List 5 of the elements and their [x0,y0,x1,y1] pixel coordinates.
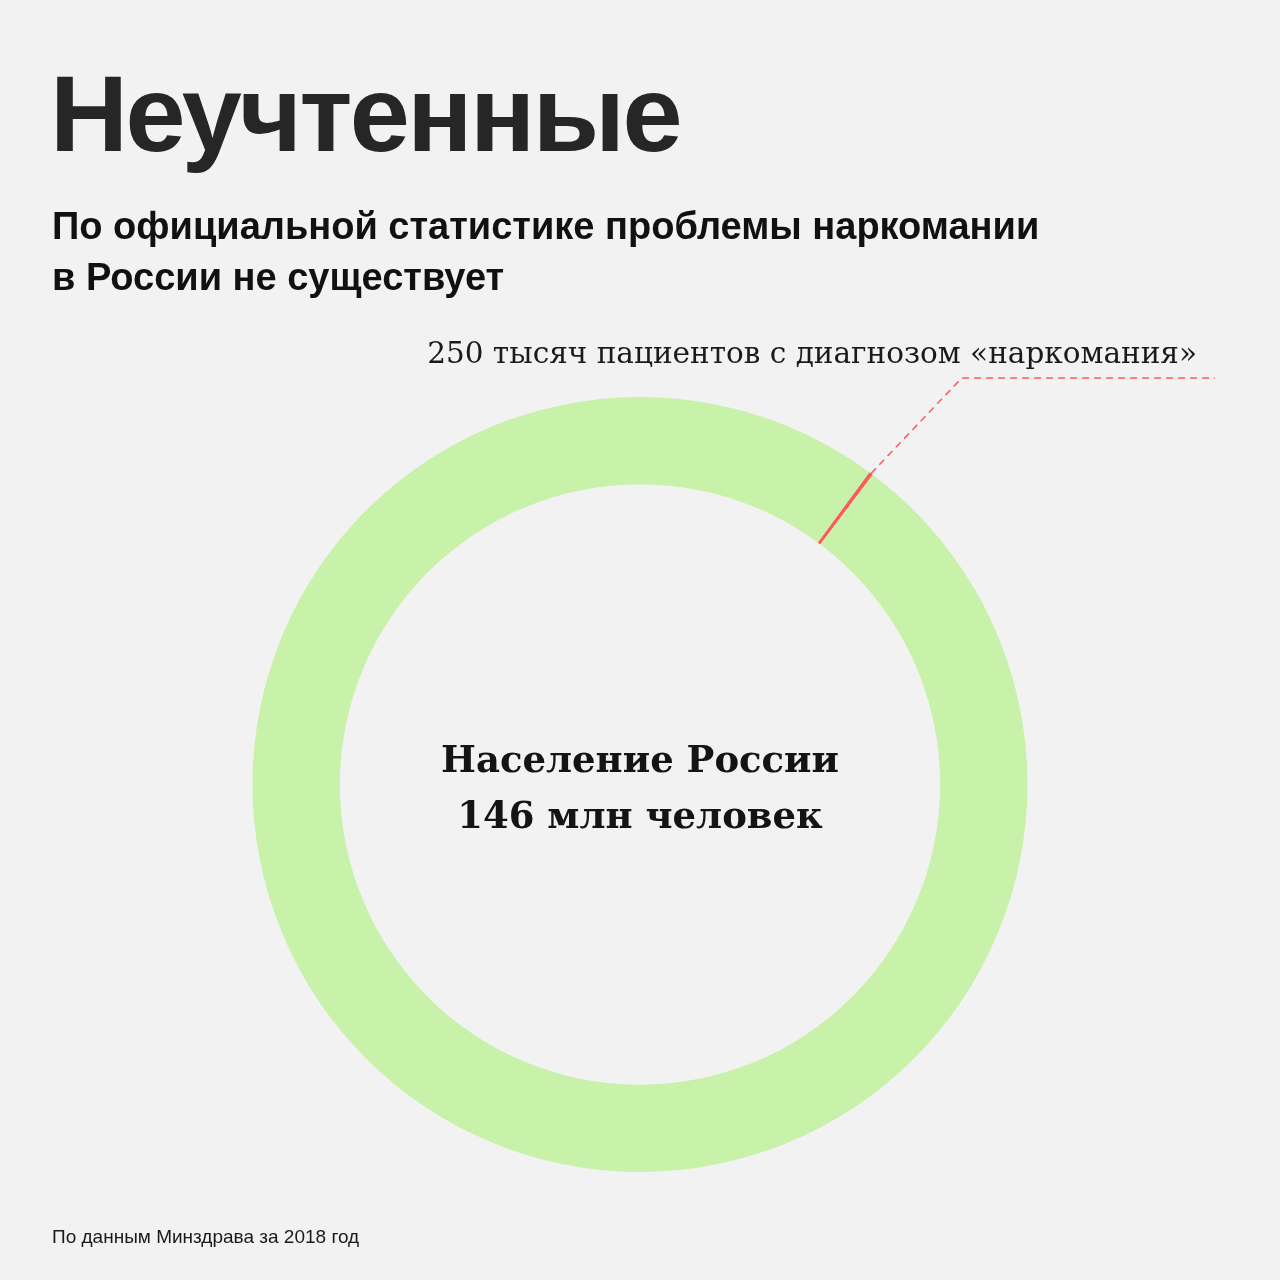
slice-label: 250 тысяч пациентов с диагнозом «наркомания» [427,336,1197,370]
chart-subtitle: По официальной статистике проблемы наркомании в России не существует [52,204,1041,300]
chart-title: Неучтенные [50,53,681,174]
slice-label: Население России 146 млн человек [440,736,840,837]
text: По данным Минздрава за 2018 год [52,1225,360,1249]
